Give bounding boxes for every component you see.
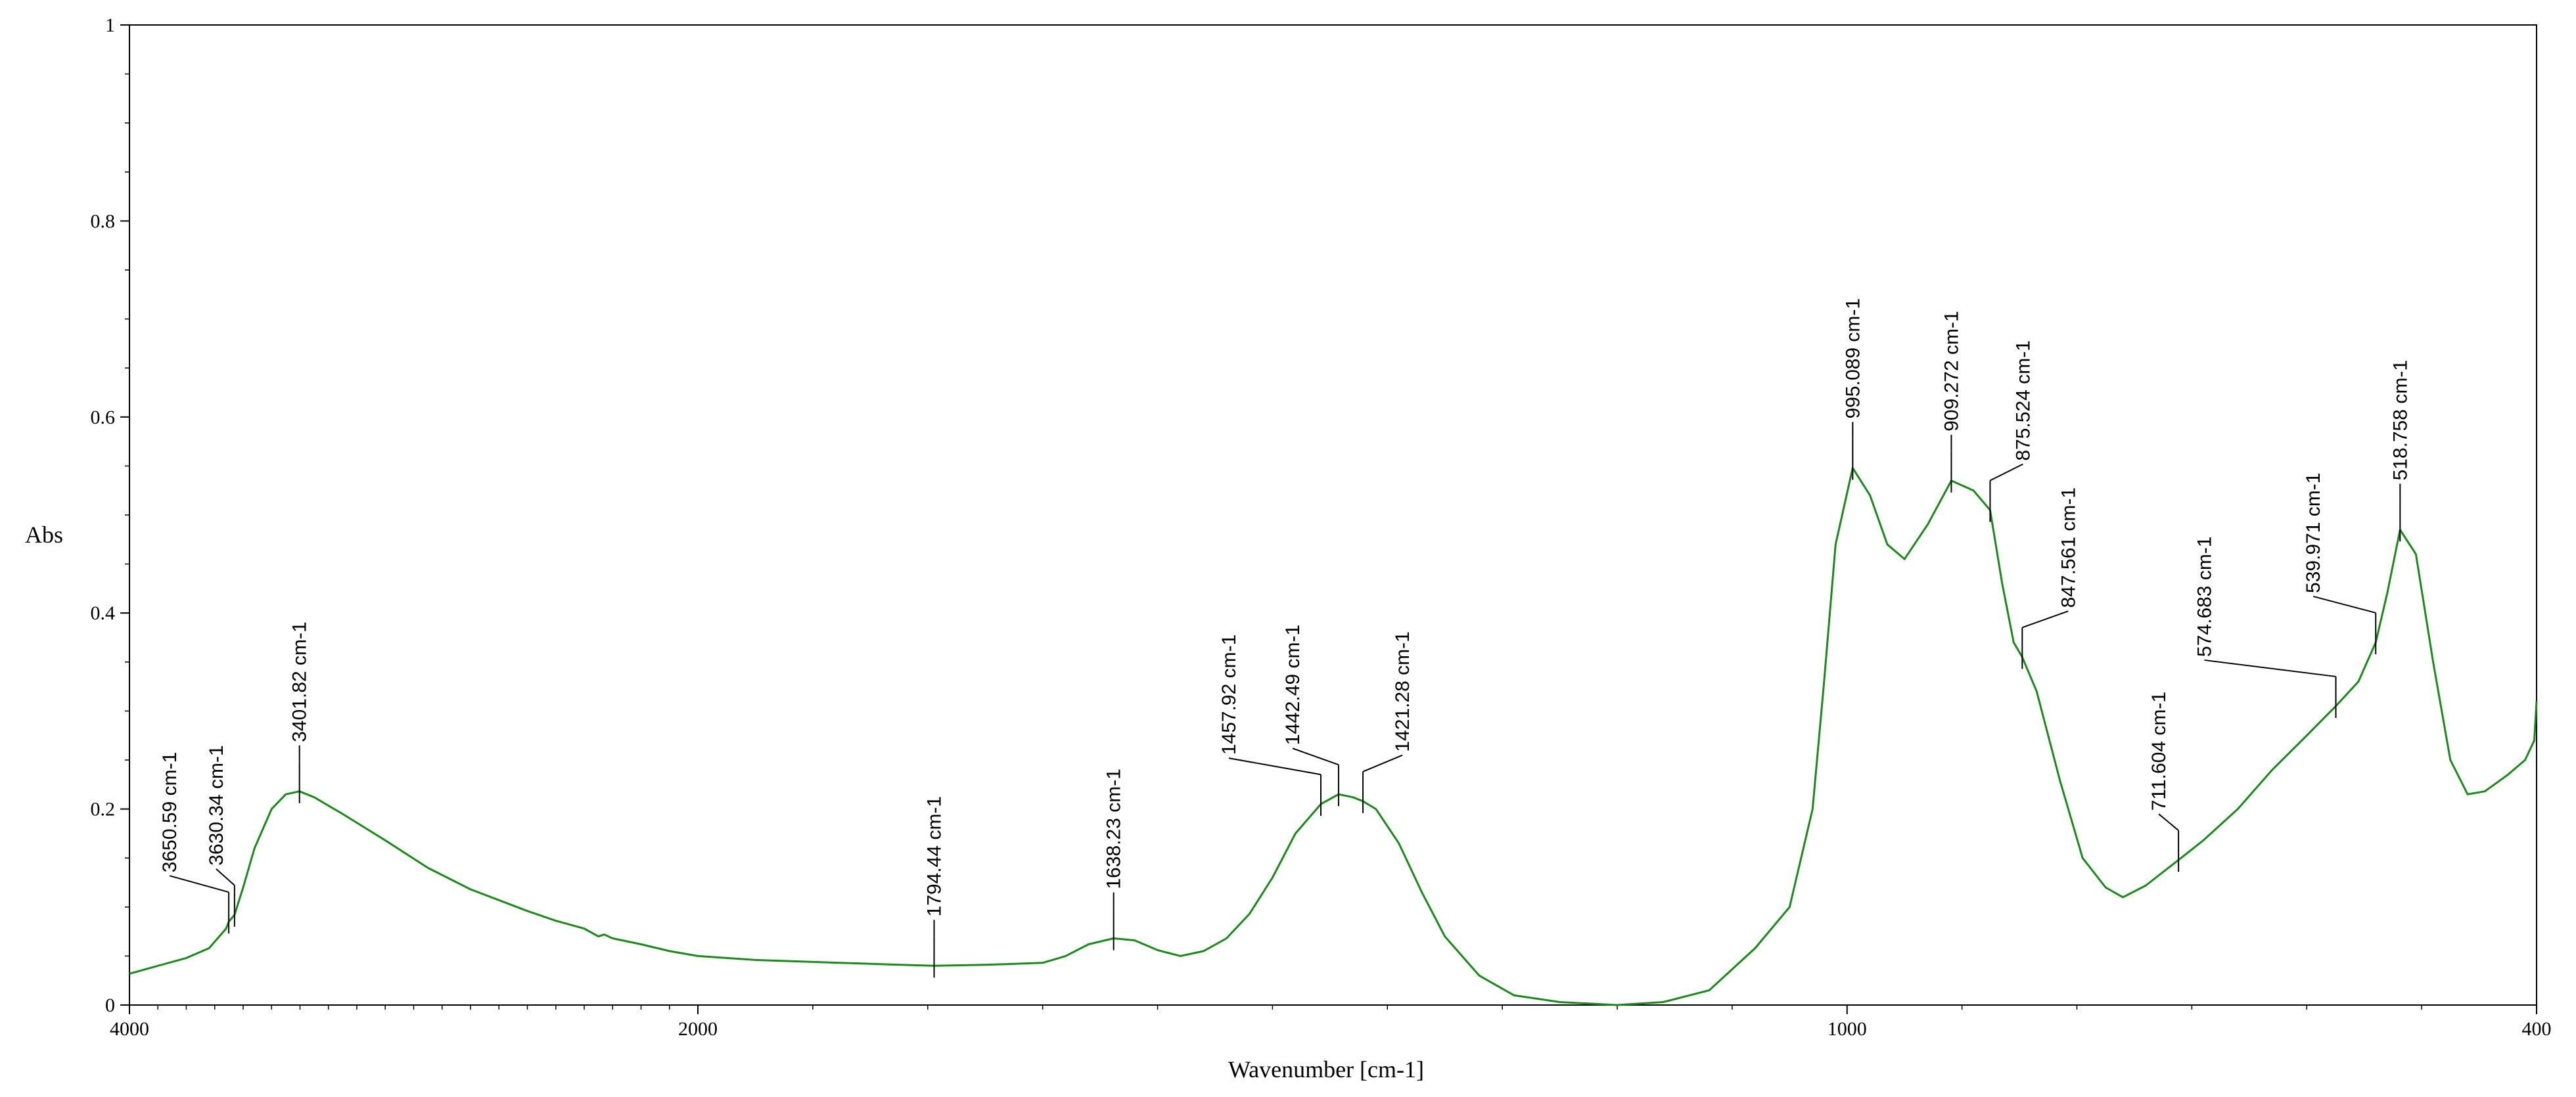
peak-annotation: 995.089 cm-1	[1842, 298, 1864, 480]
x-axis-title: Wavenumber [cm-1]	[1228, 1056, 1424, 1083]
y-tick-label: 0.2	[91, 799, 116, 820]
peak-label: 875.524 cm-1	[2012, 340, 2034, 460]
x-tick-label: 2000	[678, 1018, 718, 1040]
y-tick-label: 0.8	[91, 210, 116, 232]
peak-annotation: 574.683 cm-1	[2194, 536, 2337, 718]
y-axis-title: Abs	[25, 522, 63, 548]
peak-leader	[1362, 754, 1403, 772]
peak-leader	[169, 875, 229, 893]
peak-annotation: 3401.82 cm-1	[289, 621, 311, 803]
peak-label: 1638.23 cm-1	[1103, 769, 1125, 889]
peak-annotation: 3630.34 cm-1	[206, 745, 235, 927]
x-tick-label: 4000	[110, 1018, 149, 1040]
peak-annotation: 1421.28 cm-1	[1362, 631, 1414, 813]
peak-label: 995.089 cm-1	[1842, 298, 1864, 418]
peak-label: 711.604 cm-1	[2148, 692, 2170, 811]
peak-label: 574.683 cm-1	[2194, 536, 2216, 656]
peak-label: 847.561 cm-1	[2058, 487, 2079, 608]
peak-label: 1442.49 cm-1	[1282, 625, 1304, 745]
peak-annotation: 711.604 cm-1	[2148, 692, 2180, 872]
peak-label: 1794.44 cm-1	[923, 796, 945, 916]
peak-annotation: 847.561 cm-1	[2021, 487, 2079, 669]
peak-label: 909.272 cm-1	[1941, 311, 1962, 431]
peak-leader	[216, 868, 235, 886]
peak-label: 539.971 cm-1	[2303, 473, 2324, 593]
peak-leader	[1989, 463, 2023, 481]
peak-annotation: 518.758 cm-1	[2389, 360, 2411, 542]
y-tick-label: 0.4	[91, 602, 116, 624]
peak-leader	[2021, 610, 2069, 629]
peak-label: 3650.59 cm-1	[159, 752, 181, 872]
peak-label: 1457.92 cm-1	[1218, 635, 1240, 755]
peak-label: 518.758 cm-1	[2389, 360, 2411, 480]
y-tick-label: 0	[105, 995, 115, 1016]
peak-annotation: 539.971 cm-1	[2303, 473, 2377, 654]
peak-label: 3630.34 cm-1	[206, 745, 227, 865]
peak-annotation: 1638.23 cm-1	[1103, 769, 1125, 951]
peak-leader	[2204, 659, 2336, 677]
x-tick-label: 1000	[1828, 1018, 1867, 1040]
peak-label: 1421.28 cm-1	[1392, 631, 1414, 751]
y-tick-label: 1	[105, 14, 115, 36]
y-tick-label: 0.6	[91, 407, 116, 428]
peak-annotation: 1457.92 cm-1	[1218, 635, 1322, 817]
peak-annotation: 3650.59 cm-1	[159, 752, 230, 934]
peak-annotation: 1442.49 cm-1	[1282, 625, 1339, 807]
peak-annotations: 3650.59 cm-1 3630.34 cm-1 3401.82 cm-1 1794…	[159, 298, 2411, 978]
peak-annotation: 875.524 cm-1	[1989, 340, 2034, 522]
peak-label: 3401.82 cm-1	[289, 621, 311, 742]
axes: 0 0.2 0.4 0.6 0.8 1 4000 2000 1000 400	[91, 14, 2552, 1040]
peak-leader	[2312, 595, 2376, 614]
peak-annotation: 1794.44 cm-1	[923, 796, 945, 978]
peak-leader	[2158, 813, 2179, 831]
spectrum-series	[129, 466, 2538, 1006]
spectrum-line	[129, 466, 2538, 1006]
peak-annotation: 909.272 cm-1	[1941, 311, 1962, 493]
peak-leader	[1292, 748, 1339, 766]
x-tick-label: 400	[2522, 1018, 2552, 1040]
peak-leader	[1228, 757, 1322, 776]
